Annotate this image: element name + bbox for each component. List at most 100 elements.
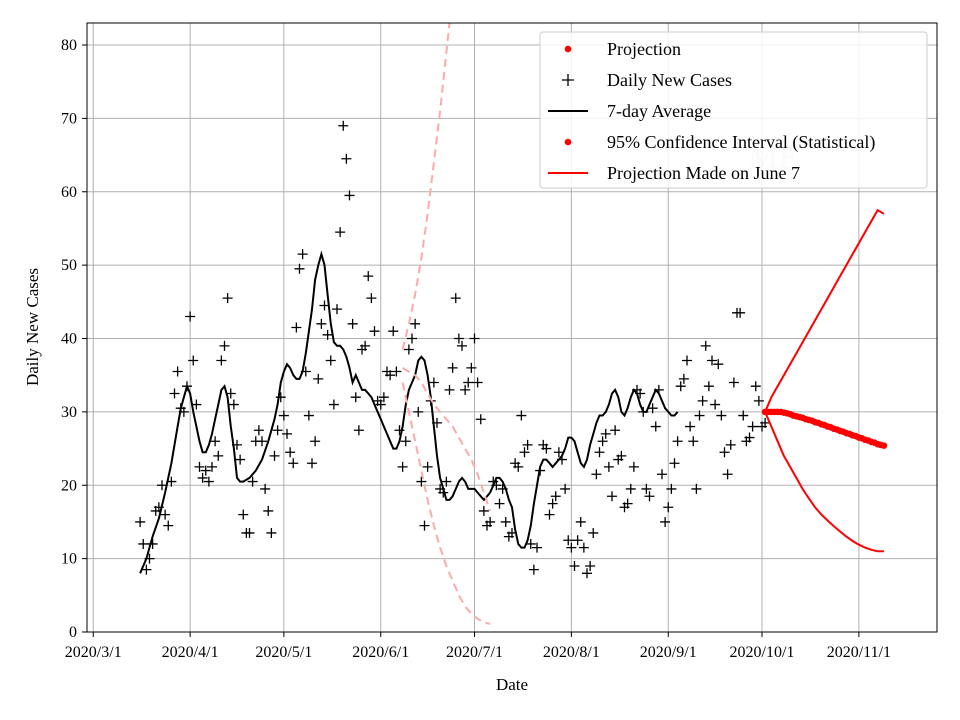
daily-case-point <box>266 527 277 538</box>
daily-case-point <box>244 527 255 538</box>
daily-case-point <box>694 410 705 421</box>
daily-case-point <box>419 520 430 531</box>
daily-case-point <box>413 406 424 417</box>
95-ci-lower-line <box>764 411 884 553</box>
legend-label: Projection <box>607 39 681 59</box>
daily-case-point <box>269 450 280 461</box>
daily-case-point <box>397 461 408 472</box>
daily-case-point <box>485 516 496 527</box>
daily-case-point <box>288 458 299 469</box>
y-tick-label: 10 <box>61 551 77 568</box>
daily-case-point <box>169 388 180 399</box>
daily-case-point <box>478 505 489 516</box>
daily-case-point <box>350 392 361 403</box>
daily-case-point <box>716 410 727 421</box>
daily-case-point <box>453 333 464 344</box>
daily-case-point <box>603 461 614 472</box>
daily-case-point <box>663 502 674 513</box>
x-tick-label: 2020/11/1 <box>827 644 891 661</box>
projection-made-on-june-7-upper-line <box>401 22 451 350</box>
daily-case-point <box>447 362 458 373</box>
daily-case-point <box>578 542 589 553</box>
daily-case-point <box>710 399 721 410</box>
daily-case-point <box>353 425 364 436</box>
daily-case-point <box>185 311 196 322</box>
daily-case-point <box>760 417 771 428</box>
daily-case-point <box>607 491 617 502</box>
daily-case-point <box>238 509 249 520</box>
y-tick-label: 0 <box>69 624 77 641</box>
daily-case-point <box>713 359 724 370</box>
daily-case-point <box>700 340 711 351</box>
daily-case-point <box>722 469 733 480</box>
daily-case-point <box>297 249 308 260</box>
daily-case-point <box>547 498 558 509</box>
daily-case-point <box>625 483 636 494</box>
daily-case-point <box>622 498 633 509</box>
daily-case-point <box>332 304 342 315</box>
daily-case-point <box>335 227 346 238</box>
daily-case-point <box>275 392 286 403</box>
daily-case-point <box>322 329 333 340</box>
daily-case-point <box>719 447 730 458</box>
daily-case-point <box>703 381 714 392</box>
daily-case-point <box>572 535 583 546</box>
daily-case-point <box>444 384 455 395</box>
daily-case-point <box>388 326 399 337</box>
legend-label: Projection Made on June 7 <box>607 163 800 183</box>
x-tick-label: 2020/4/1 <box>162 644 219 661</box>
daily-case-point <box>210 436 221 447</box>
daily-case-point <box>313 373 324 384</box>
daily-case-point <box>385 370 396 381</box>
daily-case-point <box>691 483 702 494</box>
daily-case-point <box>494 498 505 509</box>
daily-case-point <box>610 425 621 436</box>
daily-new-cases-markers <box>135 120 771 579</box>
daily-case-point <box>594 447 605 458</box>
y-tick-label: 50 <box>61 257 77 274</box>
daily-case-point <box>203 476 214 487</box>
daily-case-point <box>307 458 317 469</box>
x-tick-label: 2020/10/1 <box>730 644 795 661</box>
daily-case-point <box>588 527 599 538</box>
daily-case-point <box>560 483 571 494</box>
legend: Projection Daily New Cases 7-day Average 95… <box>539 31 928 189</box>
legend-label: 7-day Average <box>607 101 711 121</box>
daily-case-point <box>657 469 667 480</box>
daily-case-point <box>378 392 389 403</box>
daily-case-point <box>341 153 352 164</box>
daily-case-point <box>582 568 592 579</box>
daily-case-point <box>347 318 358 329</box>
daily-case-point <box>207 461 217 472</box>
daily-case-point <box>147 538 158 549</box>
daily-case-point <box>157 480 167 491</box>
daily-case-point <box>272 425 283 436</box>
daily-case-point <box>344 190 355 201</box>
y-axis-label: Daily New Cases <box>23 268 42 386</box>
daily-case-point <box>600 428 611 439</box>
daily-case-point <box>247 476 258 487</box>
daily-case-point <box>278 410 289 421</box>
projection-made-on-june-7-lower-line <box>401 382 491 625</box>
daily-case-point <box>738 410 749 421</box>
daily-case-point <box>566 542 577 553</box>
daily-case-point <box>591 469 602 480</box>
daily-case-point <box>213 450 224 461</box>
daily-case-point <box>310 436 321 447</box>
daily-case-point <box>541 443 552 454</box>
y-tick-label: 80 <box>61 37 77 54</box>
daily-case-point <box>753 395 764 406</box>
daily-case-point <box>260 483 271 494</box>
daily-case-point <box>135 516 146 527</box>
daily-case-point <box>328 399 339 410</box>
daily-case-point <box>194 461 205 472</box>
daily-case-point <box>263 505 274 516</box>
daily-case-point <box>660 516 671 527</box>
daily-case-point <box>469 333 480 344</box>
daily-case-point <box>472 377 483 388</box>
daily-case-point <box>369 326 380 337</box>
daily-case-point <box>441 476 452 487</box>
daily-case-point <box>403 344 414 355</box>
x-tick-label: 2020/6/1 <box>352 644 409 661</box>
daily-case-point <box>516 410 527 421</box>
